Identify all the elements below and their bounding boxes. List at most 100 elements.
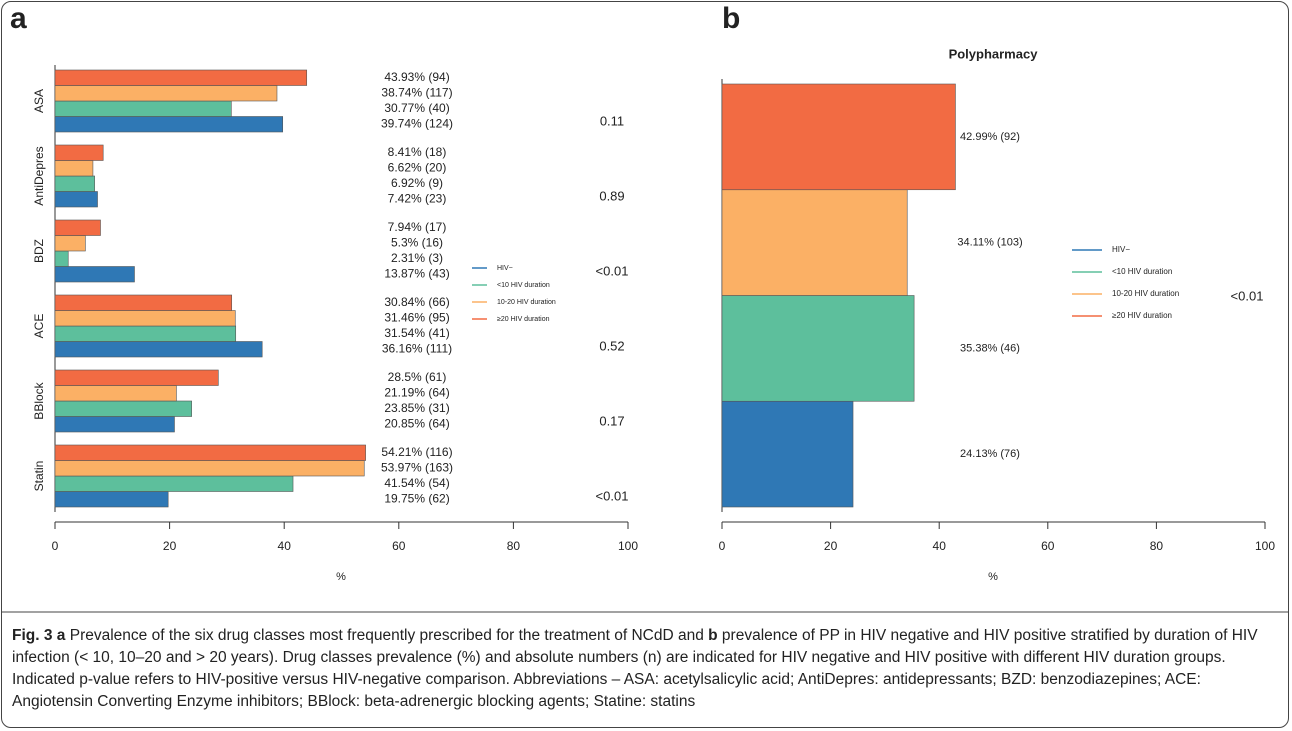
bar xyxy=(54,85,278,102)
legend-label: <10 HIV duration xyxy=(1112,267,1172,276)
legend-label: HIV− xyxy=(1112,245,1130,254)
x-tick-label: 0 xyxy=(719,539,726,553)
x-tick-label: 40 xyxy=(933,539,947,553)
value-label: 42.99% (92) xyxy=(960,131,1020,143)
value-label: 28.5% (61) xyxy=(388,370,447,384)
caption-fig: Fig. 3 xyxy=(12,627,53,644)
value-label: 34.11% (103) xyxy=(957,237,1022,249)
bar xyxy=(54,144,104,161)
x-tick-label: 100 xyxy=(1255,539,1275,553)
bar xyxy=(54,294,233,311)
bar xyxy=(54,266,135,283)
value-label: 6.62% (20) xyxy=(388,160,447,174)
bar xyxy=(54,460,365,477)
category-label: AntiDepres xyxy=(32,146,46,205)
legend-label: <10 HIV duration xyxy=(497,282,550,289)
bar xyxy=(721,83,956,191)
bar xyxy=(54,116,284,133)
value-label: 39.74% (124) xyxy=(381,116,453,130)
bar xyxy=(54,400,192,417)
value-label: 30.84% (66) xyxy=(384,295,449,309)
p-value: <0.01 xyxy=(596,263,629,278)
value-label: 24.13% (76) xyxy=(960,448,1020,460)
category-label: BBlock xyxy=(32,381,46,419)
value-label: 35.38% (46) xyxy=(960,342,1020,354)
x-tick-label: 20 xyxy=(824,539,838,553)
bar xyxy=(54,325,237,342)
bar xyxy=(54,475,294,492)
value-label: 13.87% (43) xyxy=(384,266,449,280)
value-label: 2.31% (3) xyxy=(391,251,443,265)
chart-title: Polypharmacy xyxy=(949,46,1039,61)
value-label: 21.19% (64) xyxy=(384,385,449,399)
bar xyxy=(54,235,86,252)
panel-label: a xyxy=(10,2,27,35)
p-value: <0.01 xyxy=(596,488,629,503)
x-tick-label: 0 xyxy=(52,539,59,553)
x-tick-label: 60 xyxy=(1041,539,1055,553)
value-label: 23.85% (31) xyxy=(384,401,449,415)
caption-a: a xyxy=(56,627,66,644)
value-label: 53.97% (163) xyxy=(381,460,453,474)
value-label: 30.77% (40) xyxy=(384,101,449,115)
value-label: 7.94% (17) xyxy=(388,220,447,234)
bar xyxy=(54,385,177,402)
value-label: 36.16% (111) xyxy=(382,341,452,355)
bar xyxy=(54,341,263,358)
bar xyxy=(54,416,175,433)
caption-b: b xyxy=(708,627,718,644)
legend-label: ≥20 HIV duration xyxy=(1112,311,1172,320)
p-value: 0.17 xyxy=(599,413,624,428)
value-label: 31.54% (41) xyxy=(384,326,449,340)
category-label: BDZ xyxy=(32,239,46,263)
chart: a 0 20 40 60 80 100% ASA 39.74% (124)30.77% (40)… xyxy=(2,2,1289,613)
legend-label: 10-20 HIV duration xyxy=(1112,289,1179,298)
bar xyxy=(54,191,98,208)
category-label: ASA xyxy=(32,89,46,113)
value-label: 41.54% (54) xyxy=(384,476,449,490)
caption-text: prevalence of PP in HIV negative and HIV… xyxy=(12,627,1258,710)
bar xyxy=(54,69,308,86)
value-label: 43.93% (94) xyxy=(384,70,449,84)
bar xyxy=(721,189,908,296)
bar xyxy=(54,250,69,267)
bar xyxy=(721,295,915,402)
value-label: 38.74% (117) xyxy=(381,85,452,99)
p-value: 0.11 xyxy=(600,113,624,128)
x-axis-label: % xyxy=(336,571,346,583)
value-label: 7.42% (23) xyxy=(388,191,447,205)
x-tick-label: 20 xyxy=(163,539,177,553)
bar xyxy=(54,310,236,327)
bar xyxy=(54,369,219,386)
x-axis-label: % xyxy=(988,571,998,583)
bar xyxy=(54,100,232,117)
x-tick-label: 40 xyxy=(278,539,292,553)
value-label: 31.46% (95) xyxy=(384,310,449,324)
category-label: Statin xyxy=(32,461,46,492)
bar xyxy=(721,400,854,508)
caption: Fig. 3 a Prevalence of the six drug clas… xyxy=(12,625,1274,713)
value-label: 6.92% (9) xyxy=(391,176,443,190)
bar xyxy=(54,219,101,236)
legend-label: 10-20 HIV duration xyxy=(497,299,556,306)
p-value: 0.89 xyxy=(599,188,624,203)
panel-label: b xyxy=(722,2,740,35)
value-label: 19.75% (62) xyxy=(384,491,449,505)
value-label: 8.41% (18) xyxy=(388,145,447,159)
value-label: 20.85% (64) xyxy=(384,416,449,430)
category-label: ACE xyxy=(32,314,46,339)
caption-text: Prevalence of the six drug classes most … xyxy=(69,627,704,644)
x-tick-label: 100 xyxy=(618,539,638,553)
bar xyxy=(54,444,366,461)
value-label: 5.3% (16) xyxy=(391,235,443,249)
x-tick-label: 60 xyxy=(392,539,406,553)
x-tick-label: 80 xyxy=(507,539,521,553)
p-value: 0.52 xyxy=(599,338,624,353)
legend-label: ≥20 HIV duration xyxy=(497,316,550,323)
bar xyxy=(54,175,95,192)
x-tick-label: 80 xyxy=(1150,539,1164,553)
bar xyxy=(54,491,169,508)
value-label: 54.21% (116) xyxy=(381,445,452,459)
